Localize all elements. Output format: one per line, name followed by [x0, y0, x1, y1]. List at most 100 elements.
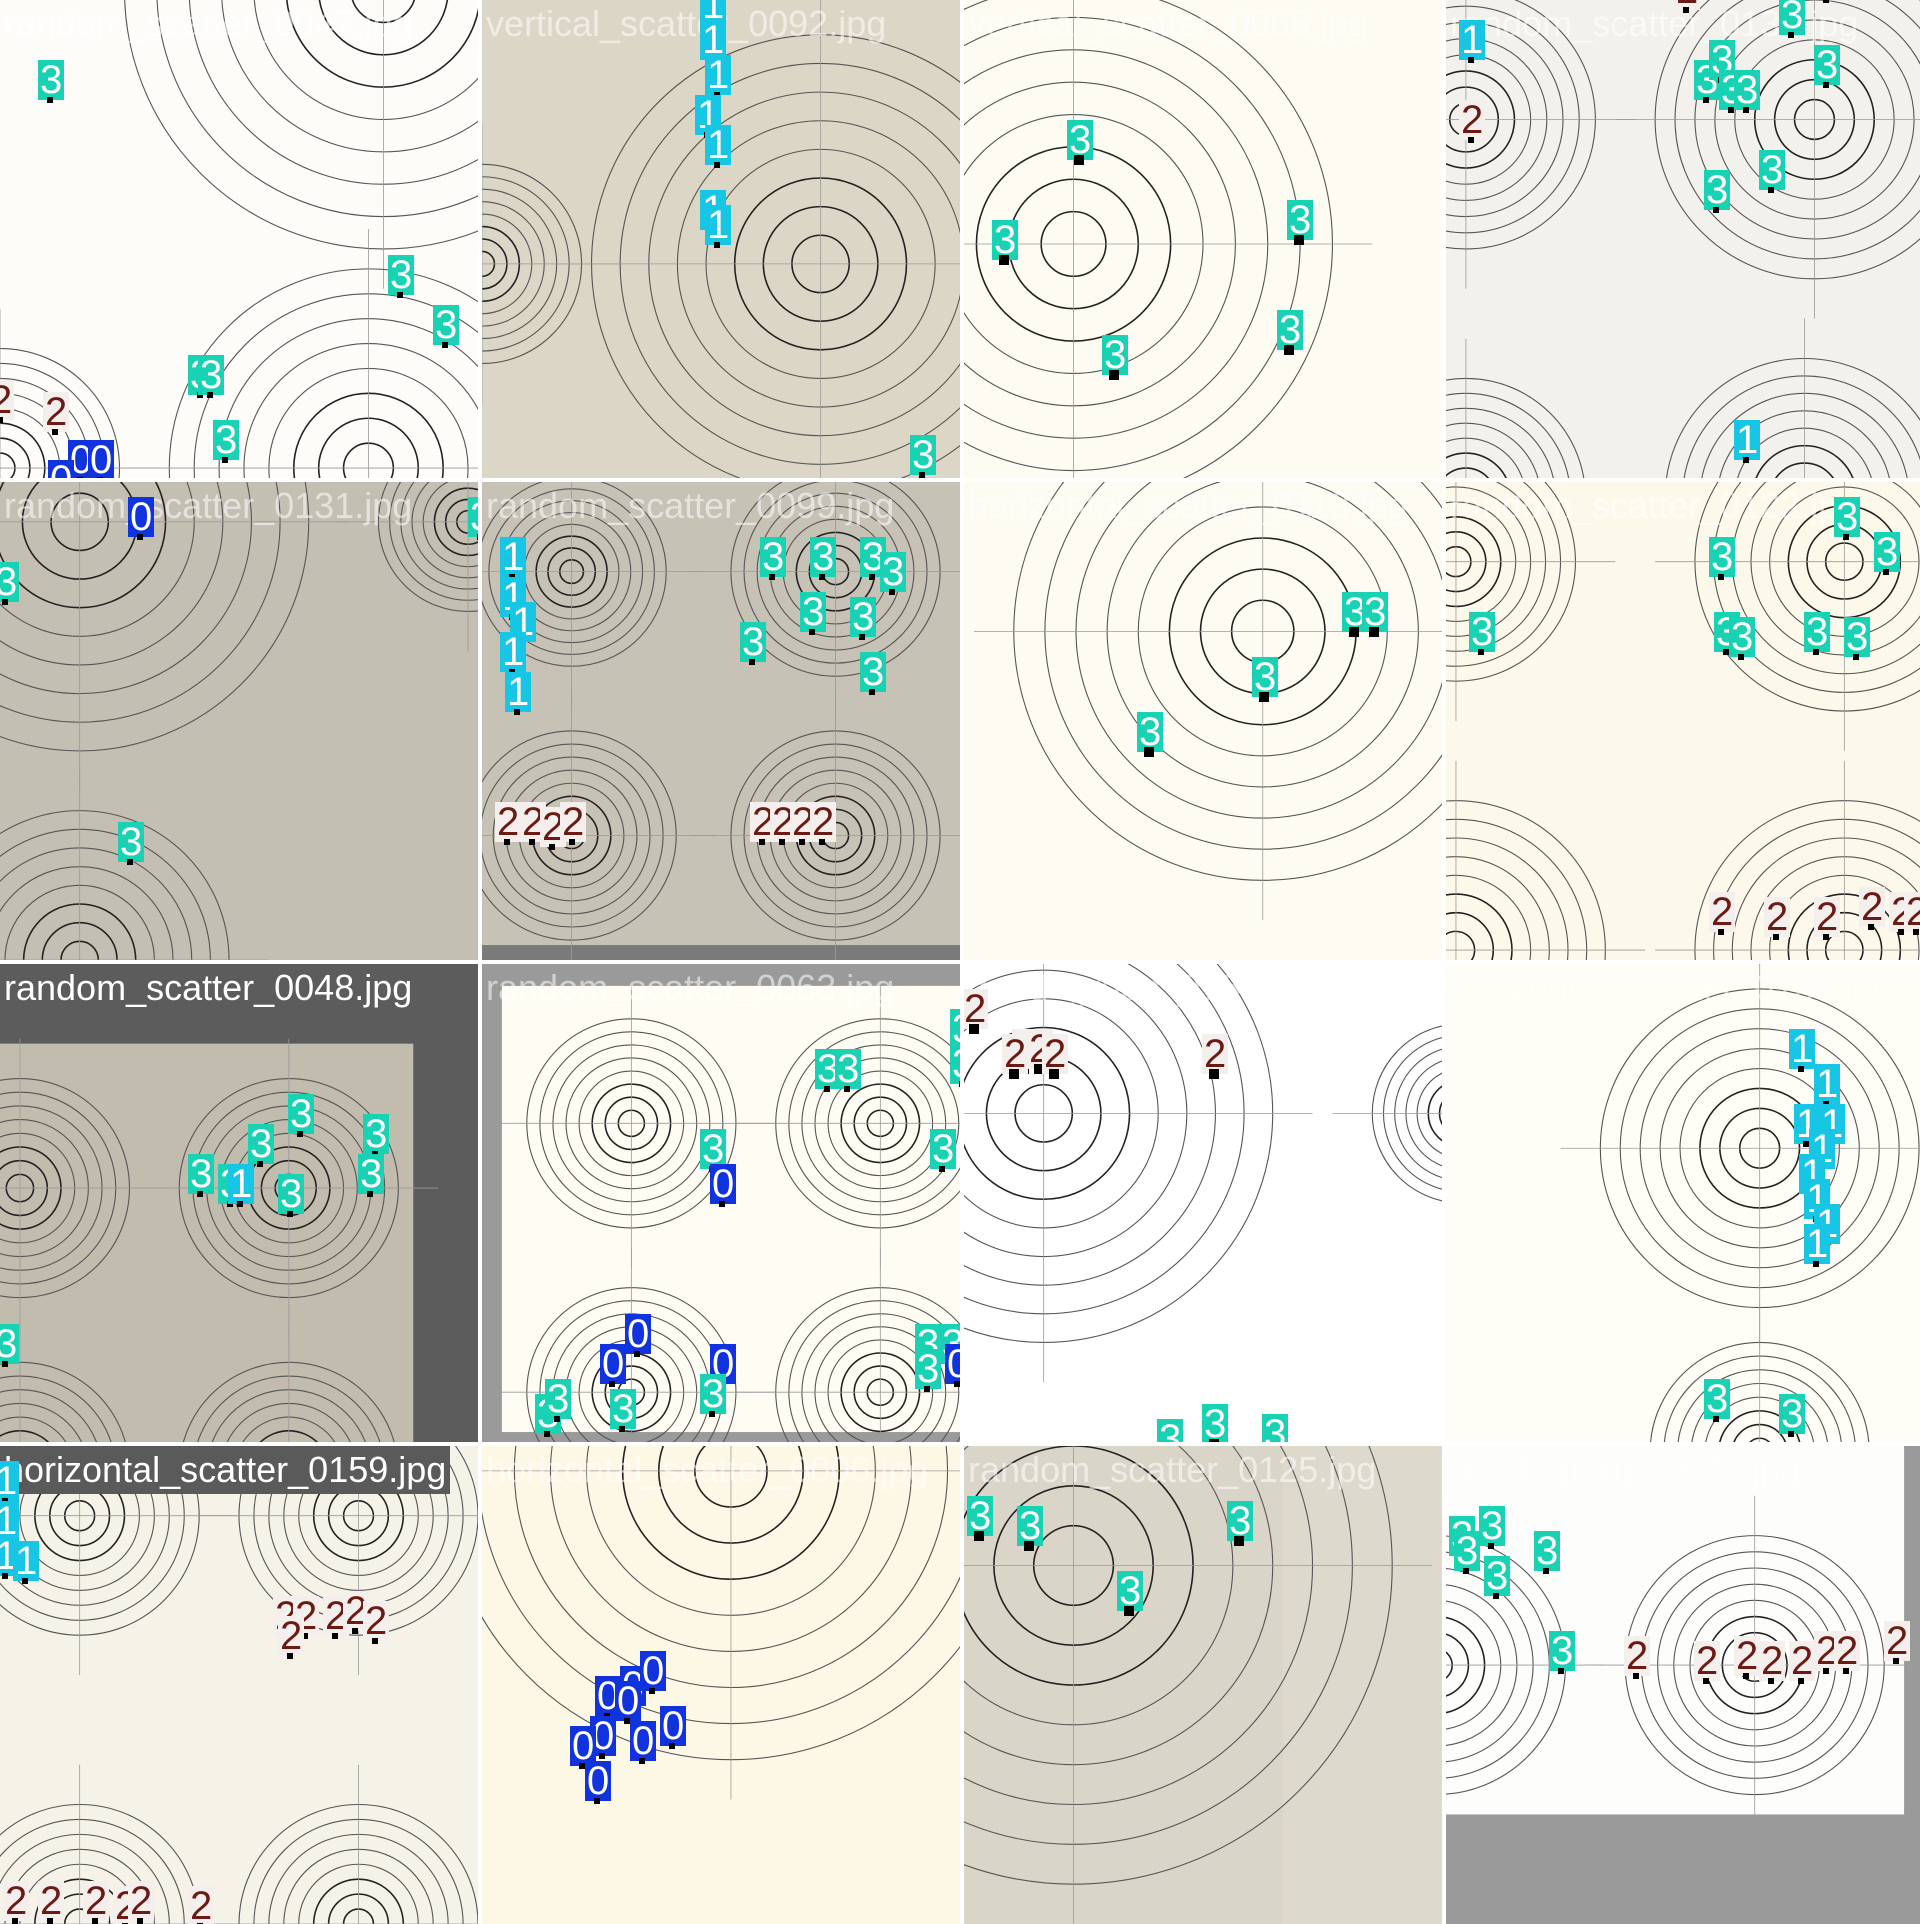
mosaic-tile: random_scatter_0063.jpg33333300033333330… — [482, 964, 960, 1442]
class-label: 2 — [1859, 887, 1885, 927]
mosaic-tile: random_scatter_0122.jpg333333332222222 — [1446, 482, 1920, 960]
target-rings — [129, 229, 478, 478]
bullet-hole — [47, 97, 53, 103]
class-label: 1 — [1804, 1224, 1830, 1264]
bullet-hole — [1234, 1536, 1244, 1546]
class-label: 3 — [1549, 1631, 1575, 1671]
target-rings — [482, 1446, 960, 1800]
class-label: 3 — [1844, 617, 1870, 657]
class-label: 2 — [560, 802, 586, 842]
class-label: 3 — [1252, 657, 1278, 697]
mosaic-tile: horizontal_scatter_0006.jpg000000000 — [482, 1446, 960, 1924]
bullet-hole — [1798, 1066, 1804, 1072]
class-label: 3 — [38, 60, 64, 100]
bullet-hole — [47, 1918, 53, 1924]
class-label: 3 — [1704, 170, 1730, 210]
bullet-hole — [799, 839, 805, 845]
bullet-hole — [2, 599, 8, 605]
bullet-hole — [759, 839, 765, 845]
bullet-hole — [2, 1361, 8, 1367]
bullet-hole — [669, 1743, 675, 1749]
class-label: 3 — [1759, 150, 1785, 190]
class-label: 3 — [388, 255, 414, 295]
class-label: 2 — [1002, 1034, 1028, 1074]
bullet-hole — [594, 1798, 600, 1804]
bullet-hole — [1843, 534, 1849, 540]
bullet-hole — [569, 839, 575, 845]
class-label: 3 — [188, 1154, 214, 1194]
bullet-hole — [1913, 929, 1919, 935]
bullet-hole — [824, 1086, 830, 1092]
bullet-hole — [2, 1573, 8, 1579]
class-label: 3 — [1157, 1419, 1183, 1442]
target-drawing — [0, 0, 478, 478]
bullet-hole — [634, 1351, 640, 1357]
mosaic-tile: vertical_scatter_0092.jpg11111113 — [482, 0, 960, 478]
bullet-hole — [844, 1086, 850, 1092]
class-label: 3 — [860, 652, 886, 692]
mosaic-tile: random_scatter_0047.jpg3333333220000 — [0, 0, 478, 478]
bullet-hole — [544, 1431, 550, 1437]
class-label: 2 — [1459, 100, 1485, 140]
class-label: 3 — [967, 1496, 993, 1536]
bullet-hole — [1883, 569, 1889, 575]
bullet-hole — [714, 162, 720, 168]
bullet-hole — [287, 1653, 293, 1659]
mosaic-tile: good_group_0157.jpg222222333 — [964, 964, 1442, 1442]
bullet-hole — [137, 1918, 143, 1924]
class-label: 3 — [950, 1044, 960, 1084]
target-rings — [0, 482, 349, 791]
class-label: 3 — [1202, 1404, 1228, 1442]
class-label: 3 — [992, 220, 1018, 260]
class-label: 3 — [358, 1154, 384, 1194]
class-label: 3 — [1874, 532, 1900, 572]
bullet-hole — [1209, 1439, 1219, 1442]
bullet-hole — [1369, 627, 1379, 637]
class-label: 3 — [1017, 1506, 1043, 1546]
bullet-hole — [332, 1633, 338, 1639]
class-label: 3 — [1479, 1506, 1505, 1546]
class-label: 0 — [128, 497, 154, 537]
target-drawing — [1446, 0, 1920, 478]
bullet-hole — [809, 629, 815, 635]
class-label: 3 — [1362, 592, 1388, 632]
bullet-hole — [749, 659, 755, 665]
class-label: 3 — [760, 537, 786, 577]
class-label: 1 — [1789, 1029, 1815, 1069]
bullet-hole — [442, 342, 448, 348]
class-label: 3 — [545, 1379, 571, 1419]
bullet-hole — [0, 417, 3, 423]
bullet-hole — [222, 457, 228, 463]
class-label: 3 — [1704, 1379, 1730, 1419]
class-label: 3 — [1227, 1501, 1253, 1541]
bullet-hole — [397, 292, 403, 298]
class-label: 3 — [1814, 45, 1840, 85]
class-label: 0 — [625, 1314, 651, 1354]
target-rings — [0, 771, 269, 960]
tile-border — [482, 945, 960, 960]
class-label: 3 — [1734, 70, 1760, 110]
target-drawing — [964, 482, 1442, 960]
bullet-hole — [352, 1628, 358, 1634]
bullet-hole — [1738, 654, 1744, 660]
bullet-hole — [649, 1688, 655, 1694]
class-label: 1 — [1814, 1064, 1840, 1104]
target-rings — [1561, 964, 1920, 1347]
bullet-hole — [939, 1166, 945, 1172]
bullet-hole — [1718, 574, 1724, 580]
class-label: 1 — [705, 125, 731, 165]
class-label: 2 — [188, 1886, 214, 1924]
tile-border — [413, 964, 478, 1442]
class-label: 2 — [810, 802, 836, 842]
target-drawing — [482, 1446, 960, 1924]
target-rings — [1446, 339, 1625, 478]
bullet-hole — [514, 709, 520, 715]
target-rings — [552, 0, 960, 478]
bullet-hole — [1813, 649, 1819, 655]
class-label: 1 — [0, 1461, 19, 1501]
bullet-hole — [1703, 97, 1709, 103]
class-label: 3 — [1729, 617, 1755, 657]
class-label: 3 — [1262, 1414, 1288, 1442]
